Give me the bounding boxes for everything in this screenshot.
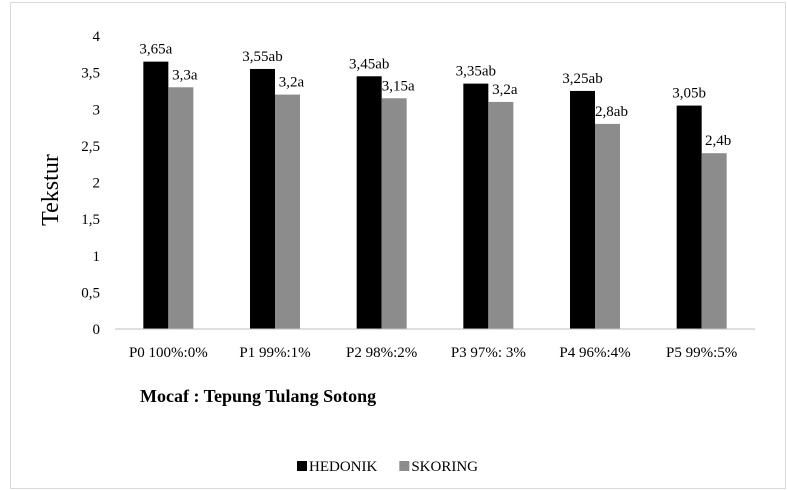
x-tick-label: P0 100%:0% (129, 345, 208, 361)
x-tick-label: P3 97%: 3% (451, 345, 526, 361)
y-tick-label: 2,5 (81, 139, 100, 155)
x-tick-label: P5 99%:5% (666, 345, 737, 361)
bar-hedonik (570, 90, 595, 329)
data-label: 2,8ab (595, 104, 628, 120)
data-label: 3,65a (139, 42, 172, 58)
legend: HEDONIK SKORING (297, 459, 478, 475)
chart-frame (10, 2, 786, 489)
bar-hedonik (250, 68, 275, 330)
data-label: 3,2a (279, 75, 305, 91)
data-label: 3,2a (492, 82, 518, 98)
y-tick-label: 4 (93, 29, 101, 45)
legend-swatch (297, 461, 307, 471)
bar-skoring (701, 153, 727, 329)
y-tick-label: 3 (93, 102, 101, 118)
x-axis-title: Mocaf : Tepung Tulang Sotong (140, 386, 376, 406)
x-tick-label: P4 96%:4% (559, 345, 630, 361)
y-tick-label: 3,5 (81, 66, 100, 82)
bar-hedonik (676, 105, 702, 330)
bar-skoring (275, 94, 300, 329)
y-tick-label: 0 (93, 322, 101, 338)
data-label: 3,35ab (456, 64, 496, 80)
bar-skoring (381, 98, 407, 329)
y-tick-label: 0,5 (81, 285, 100, 301)
bar-hedonik (356, 76, 382, 329)
data-label: 3,15a (382, 78, 415, 94)
legend-label: HEDONIK (309, 459, 377, 475)
data-label: 3,05b (672, 86, 706, 102)
x-tick-label: P1 99%:1% (239, 345, 310, 361)
data-label: 3,45ab (349, 56, 389, 72)
y-tick-label: 2 (93, 176, 101, 192)
bar-hedonik (463, 83, 489, 329)
y-axis-title: Tekstur (38, 154, 64, 226)
bar-hedonik (143, 61, 169, 329)
bars (143, 61, 727, 330)
bar-skoring (168, 87, 194, 330)
data-label: 3,3a (172, 67, 198, 83)
legend-swatch (399, 461, 410, 471)
bar-skoring (595, 123, 620, 330)
y-axis-ticks: 0 0,5 1 1,5 2 2,5 3 3,5 4 (81, 29, 100, 338)
y-tick-label: 1,5 (81, 212, 100, 228)
data-label: 3,55ab (242, 49, 282, 65)
bar-skoring (488, 101, 514, 329)
y-tick-label: 1 (93, 249, 101, 265)
data-label: 2,4b (705, 133, 731, 149)
legend-label: SKORING (411, 459, 478, 475)
data-label: 3,25ab (562, 71, 602, 87)
x-tick-label: P2 98%:2% (346, 345, 417, 361)
x-axis-ticks: P0 100%:0% P1 99%:1% P2 98%:2% P3 97%: 3% P4… (129, 345, 737, 361)
